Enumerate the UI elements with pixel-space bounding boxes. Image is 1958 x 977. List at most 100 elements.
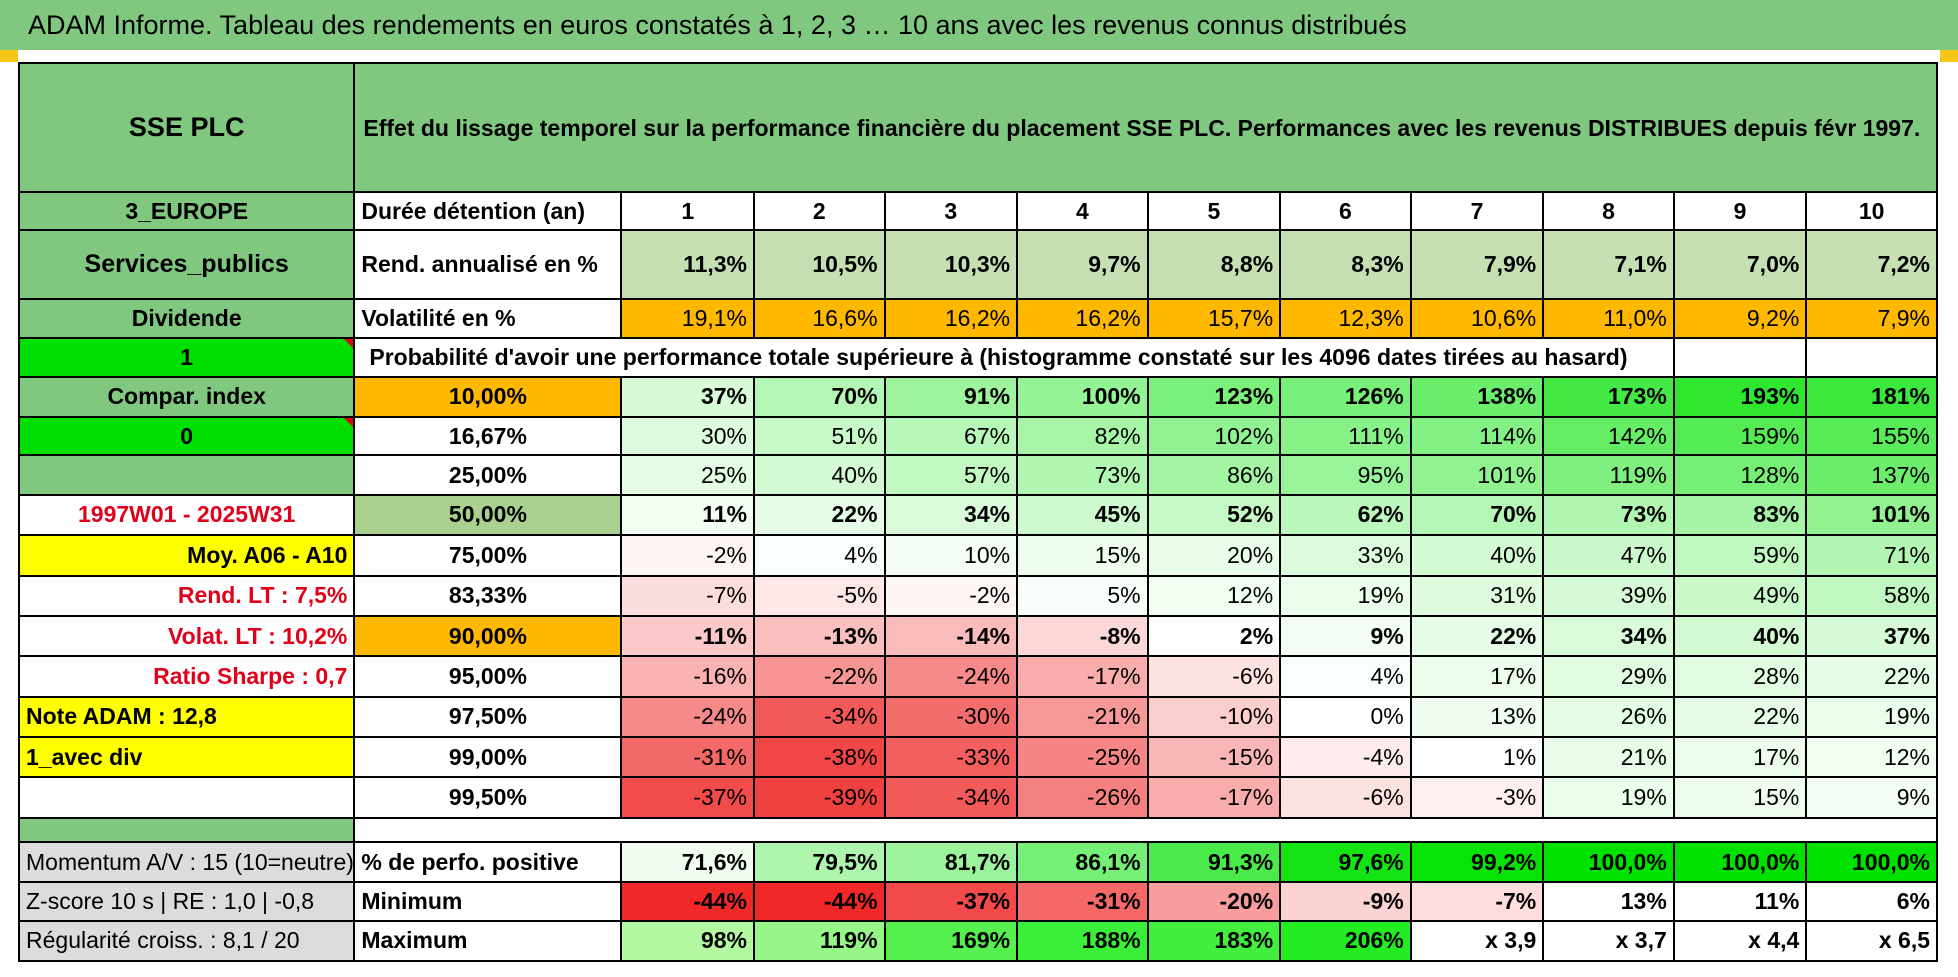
flag-value-1: 1 bbox=[17, 337, 356, 378]
quantile-cell: 83% bbox=[1672, 493, 1808, 537]
quantile-cell: 2% bbox=[1146, 614, 1282, 658]
average-label: Moy. A06 - A10 bbox=[17, 534, 356, 577]
quantile-label: 25,00% bbox=[353, 454, 623, 496]
quantile-cell: 19% bbox=[1805, 695, 1938, 738]
quantile-label: 75,00% bbox=[353, 534, 623, 577]
asset-name: SSE PLC bbox=[17, 61, 356, 194]
empty-cell bbox=[1672, 337, 1808, 378]
year-header: 10 bbox=[1805, 191, 1938, 232]
quantile-cell: 73% bbox=[1542, 493, 1675, 537]
performance-table: SSE PLC Effet du lissage temporel sur la… bbox=[17, 61, 1938, 963]
quantile-cell: 22% bbox=[1805, 655, 1938, 698]
quantile-cell: 34% bbox=[883, 493, 1019, 537]
annual-return-cell: 7,2% bbox=[1805, 229, 1938, 301]
quantile-cell: 5% bbox=[1016, 574, 1149, 617]
quantile-cell: 19% bbox=[1279, 574, 1412, 617]
quantile-cell: 62% bbox=[1279, 493, 1412, 537]
quantile-cell: 52% bbox=[1146, 493, 1282, 537]
quantile-cell: -11% bbox=[620, 614, 756, 658]
minimum-cell: -37% bbox=[883, 881, 1019, 922]
year-header: 4 bbox=[1016, 191, 1149, 232]
report-title: ADAM Informe. Tableau des rendements en … bbox=[0, 0, 1958, 50]
positive-perf-cell: 86,1% bbox=[1016, 840, 1149, 884]
positive-perf-label: % de perfo. positive bbox=[353, 840, 623, 884]
maximum-cell: 119% bbox=[753, 919, 886, 963]
year-header: 6 bbox=[1279, 191, 1412, 232]
quantile-cell: 19% bbox=[1542, 776, 1675, 819]
year-header: 9 bbox=[1672, 191, 1808, 232]
corner-marker-left bbox=[0, 50, 18, 62]
quantile-cell: 4% bbox=[753, 534, 886, 577]
maximum-cell: 206% bbox=[1279, 919, 1412, 963]
quantile-label: 10,00% bbox=[353, 375, 623, 419]
year-header: 3 bbox=[883, 191, 1019, 232]
quantile-cell: 100% bbox=[1016, 375, 1149, 419]
quantile-cell: 15% bbox=[1672, 776, 1808, 819]
quantile-cell: 47% bbox=[1542, 534, 1675, 577]
sharpe-ratio: Ratio Sharpe : 0,7 bbox=[17, 655, 356, 698]
maximum-cell: 98% bbox=[620, 919, 756, 963]
quantile-cell: -34% bbox=[753, 695, 886, 738]
zscore-label: Z-score 10 s | RE : 1,0 | -0,8 bbox=[17, 881, 356, 922]
minimum-cell: -44% bbox=[620, 881, 756, 922]
positive-perf-cell: 97,6% bbox=[1279, 840, 1412, 884]
quantile-cell: -25% bbox=[1016, 735, 1149, 779]
quantile-cell: 119% bbox=[1542, 454, 1675, 496]
income-type-label: Dividende bbox=[17, 298, 356, 340]
quantile-cell: -31% bbox=[620, 735, 756, 779]
minimum-label: Minimum bbox=[353, 881, 623, 922]
empty-cell bbox=[1805, 337, 1938, 378]
quantile-cell: 101% bbox=[1409, 454, 1545, 496]
maximum-cell: x 4,4 bbox=[1672, 919, 1808, 963]
minimum-cell: -9% bbox=[1279, 881, 1412, 922]
quantile-cell: -39% bbox=[753, 776, 886, 819]
positive-perf-cell: 100,0% bbox=[1805, 840, 1938, 884]
quantile-cell: -2% bbox=[883, 574, 1019, 617]
long-term-volatility: Volat. LT : 10,2% bbox=[17, 614, 356, 658]
maximum-cell: 188% bbox=[1016, 919, 1149, 963]
quantile-cell: 37% bbox=[620, 375, 756, 419]
quantile-cell: 22% bbox=[1672, 695, 1808, 738]
maximum-cell: x 6,5 bbox=[1805, 919, 1938, 963]
separator-green bbox=[17, 816, 356, 843]
quantile-cell: 70% bbox=[753, 375, 886, 419]
quantile-cell: 126% bbox=[1279, 375, 1412, 419]
quantile-cell: 37% bbox=[1805, 614, 1938, 658]
quantile-label: 90,00% bbox=[353, 614, 623, 658]
quantile-cell: 40% bbox=[1409, 534, 1545, 577]
quantile-cell: -2% bbox=[620, 534, 756, 577]
compar-index-label: Compar. index bbox=[17, 375, 356, 419]
quantile-cell: 86% bbox=[1146, 454, 1282, 496]
quantile-cell: 28% bbox=[1672, 655, 1808, 698]
quantile-cell: -16% bbox=[620, 655, 756, 698]
quantile-cell: -34% bbox=[883, 776, 1019, 819]
quantile-label: 95,00% bbox=[353, 655, 623, 698]
sector-label: Services_publics bbox=[17, 229, 356, 301]
quantile-cell: 21% bbox=[1542, 735, 1675, 779]
quantile-cell: 9% bbox=[1805, 776, 1938, 819]
quantile-cell: -8% bbox=[1016, 614, 1149, 658]
annual-return-cell: 10,5% bbox=[753, 229, 886, 301]
quantile-cell: 31% bbox=[1409, 574, 1545, 617]
volatility-cell: 10,6% bbox=[1409, 298, 1545, 340]
quantile-cell: 12% bbox=[1146, 574, 1282, 617]
positive-perf-cell: 81,7% bbox=[883, 840, 1019, 884]
volatility-cell: 15,7% bbox=[1146, 298, 1282, 340]
quantile-cell: 137% bbox=[1805, 454, 1938, 496]
quantile-cell: 15% bbox=[1016, 534, 1149, 577]
annual-return-cell: 11,3% bbox=[620, 229, 756, 301]
minimum-cell: -44% bbox=[753, 881, 886, 922]
positive-perf-cell: 99,2% bbox=[1409, 840, 1545, 884]
quantile-cell: -6% bbox=[1146, 655, 1282, 698]
volatility-cell: 12,3% bbox=[1279, 298, 1412, 340]
minimum-cell: -7% bbox=[1409, 881, 1545, 922]
quantile-cell: 33% bbox=[1279, 534, 1412, 577]
maximum-cell: 169% bbox=[883, 919, 1019, 963]
annual-return-cell: 10,3% bbox=[883, 229, 1019, 301]
annual-return-label: Rend. annualisé en % bbox=[353, 229, 623, 301]
long-term-return: Rend. LT : 7,5% bbox=[17, 574, 356, 617]
quantile-cell: 181% bbox=[1805, 375, 1938, 419]
quantile-cell: 40% bbox=[753, 454, 886, 496]
positive-perf-cell: 79,5% bbox=[753, 840, 886, 884]
quantile-cell: -14% bbox=[883, 614, 1019, 658]
